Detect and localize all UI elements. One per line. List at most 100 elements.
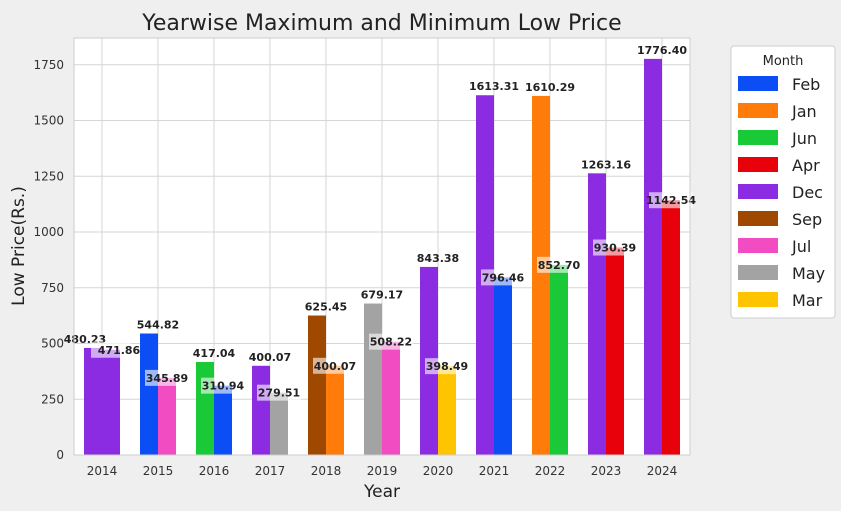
bar-max <box>84 347 102 455</box>
data-label-min: 310.94 <box>202 380 245 393</box>
data-label-min: 930.39 <box>594 242 636 255</box>
y-tick-label: 750 <box>41 281 64 295</box>
data-label-max: 679.17 <box>361 289 403 302</box>
bar-min <box>214 385 232 455</box>
data-label-min: 471.86 <box>98 344 141 357</box>
x-tick-label: 2017 <box>255 464 286 478</box>
bar-min <box>550 264 568 455</box>
legend-swatch <box>738 211 778 226</box>
x-tick-label: 2020 <box>423 464 454 478</box>
bar-min <box>606 247 624 455</box>
legend: Month Feb Jan Jun Apr Dec Sep Jul May Mar <box>730 45 836 319</box>
bar-min <box>662 200 680 455</box>
bar-max <box>644 58 662 455</box>
bar-min <box>382 341 400 455</box>
data-label-min: 852.70 <box>538 259 581 272</box>
data-label-max: 400.07 <box>249 351 291 364</box>
data-label-min: 796.46 <box>482 271 525 284</box>
legend-swatch <box>738 265 778 280</box>
bar-min <box>438 366 456 455</box>
bar-max <box>364 303 382 455</box>
bar-max <box>588 173 606 455</box>
x-tick-label: 2019 <box>367 464 398 478</box>
x-tick-label: 2021 <box>479 464 510 478</box>
data-label-max: 417.04 <box>193 347 236 360</box>
bar-max <box>140 333 158 455</box>
chart-title: Yearwise Maximum and Minimum Low Price <box>141 11 621 36</box>
bar-min <box>270 392 288 455</box>
data-label-max: 843.38 <box>417 252 459 265</box>
legend-label: May <box>792 264 825 283</box>
data-label-min: 279.51 <box>258 387 300 400</box>
data-label-bg <box>369 333 413 350</box>
x-tick-label: 2014 <box>87 464 118 478</box>
y-tick-label: 1250 <box>33 169 64 183</box>
x-tick-label: 2024 <box>647 464 678 478</box>
y-tick-label: 250 <box>41 392 64 406</box>
legend-items: Feb Jan Jun Apr Dec Sep Jul May Mar <box>738 75 825 310</box>
y-axis-title: Low Price(Rs.) <box>9 186 29 306</box>
legend-label: Dec <box>792 183 823 202</box>
data-label-bg <box>481 269 525 286</box>
data-label-min: 508.22 <box>370 336 412 349</box>
legend-title: Month <box>763 54 804 69</box>
y-tick-label: 500 <box>41 337 64 351</box>
legend-swatch <box>738 184 778 199</box>
legend-swatch <box>738 292 778 307</box>
legend-swatch <box>738 76 778 91</box>
y-tick-label: 1750 <box>33 58 64 72</box>
data-label-max: 625.45 <box>305 301 347 314</box>
data-label-bg <box>537 256 581 273</box>
bar-min <box>158 377 176 455</box>
data-label-bg <box>145 369 189 386</box>
data-labels: 480.23471.86544.82345.89417.04310.94400.… <box>64 44 696 401</box>
legend-swatch <box>738 103 778 118</box>
x-tick-label: 2022 <box>535 464 566 478</box>
bar-max <box>196 362 214 455</box>
y-tick-label: 1000 <box>33 225 64 239</box>
data-label-min: 345.89 <box>146 372 188 385</box>
data-label-max: 1613.31 <box>469 80 519 93</box>
x-tick-label: 2016 <box>199 464 230 478</box>
bar-min <box>494 277 512 455</box>
bar-max <box>252 365 270 455</box>
data-label-max: 1610.29 <box>525 81 575 94</box>
x-tick-label: 2015 <box>143 464 174 478</box>
data-label-min: 1142.54 <box>646 194 696 207</box>
legend-label: Apr <box>792 156 820 175</box>
x-ticks: 2014 2015 2016 2017 2018 2019 2020 2021 2022 2023… <box>87 464 678 478</box>
x-tick-label: 2023 <box>591 464 622 478</box>
data-label-bg <box>425 358 469 375</box>
data-label-bg <box>593 239 637 256</box>
x-tick-label: 2018 <box>311 464 342 478</box>
data-label-max: 544.82 <box>137 319 179 332</box>
legend-swatch <box>738 157 778 172</box>
data-label-bg <box>649 192 693 209</box>
legend-label: Mar <box>792 291 823 310</box>
data-label-bg <box>257 384 301 401</box>
data-label-bg <box>201 377 245 394</box>
y-tick-label: 1500 <box>33 114 64 128</box>
data-label-max: 1263.16 <box>581 158 631 171</box>
legend-label: Feb <box>792 75 820 94</box>
bar-min <box>102 349 120 455</box>
legend-label: Jul <box>791 237 811 256</box>
legend-label: Sep <box>792 210 822 229</box>
bars <box>84 58 680 456</box>
x-axis-title: Year <box>363 482 400 502</box>
bar-max <box>308 315 326 455</box>
data-label-min: 398.49 <box>426 360 468 373</box>
y-ticks: 0 250 500 750 1000 1250 1500 1750 <box>33 58 64 462</box>
data-label-max: 1776.40 <box>637 44 687 57</box>
plot-frame <box>73 37 691 456</box>
bar-min <box>326 365 344 455</box>
legend-label: Jun <box>791 129 817 148</box>
data-label-bg <box>313 357 357 374</box>
data-label-bg <box>91 341 131 358</box>
data-label-min: 400.07 <box>314 360 356 373</box>
legend-swatch <box>738 130 778 145</box>
legend-label: Jan <box>791 102 817 121</box>
legend-swatch <box>738 238 778 253</box>
y-tick-label: 0 <box>56 448 64 462</box>
